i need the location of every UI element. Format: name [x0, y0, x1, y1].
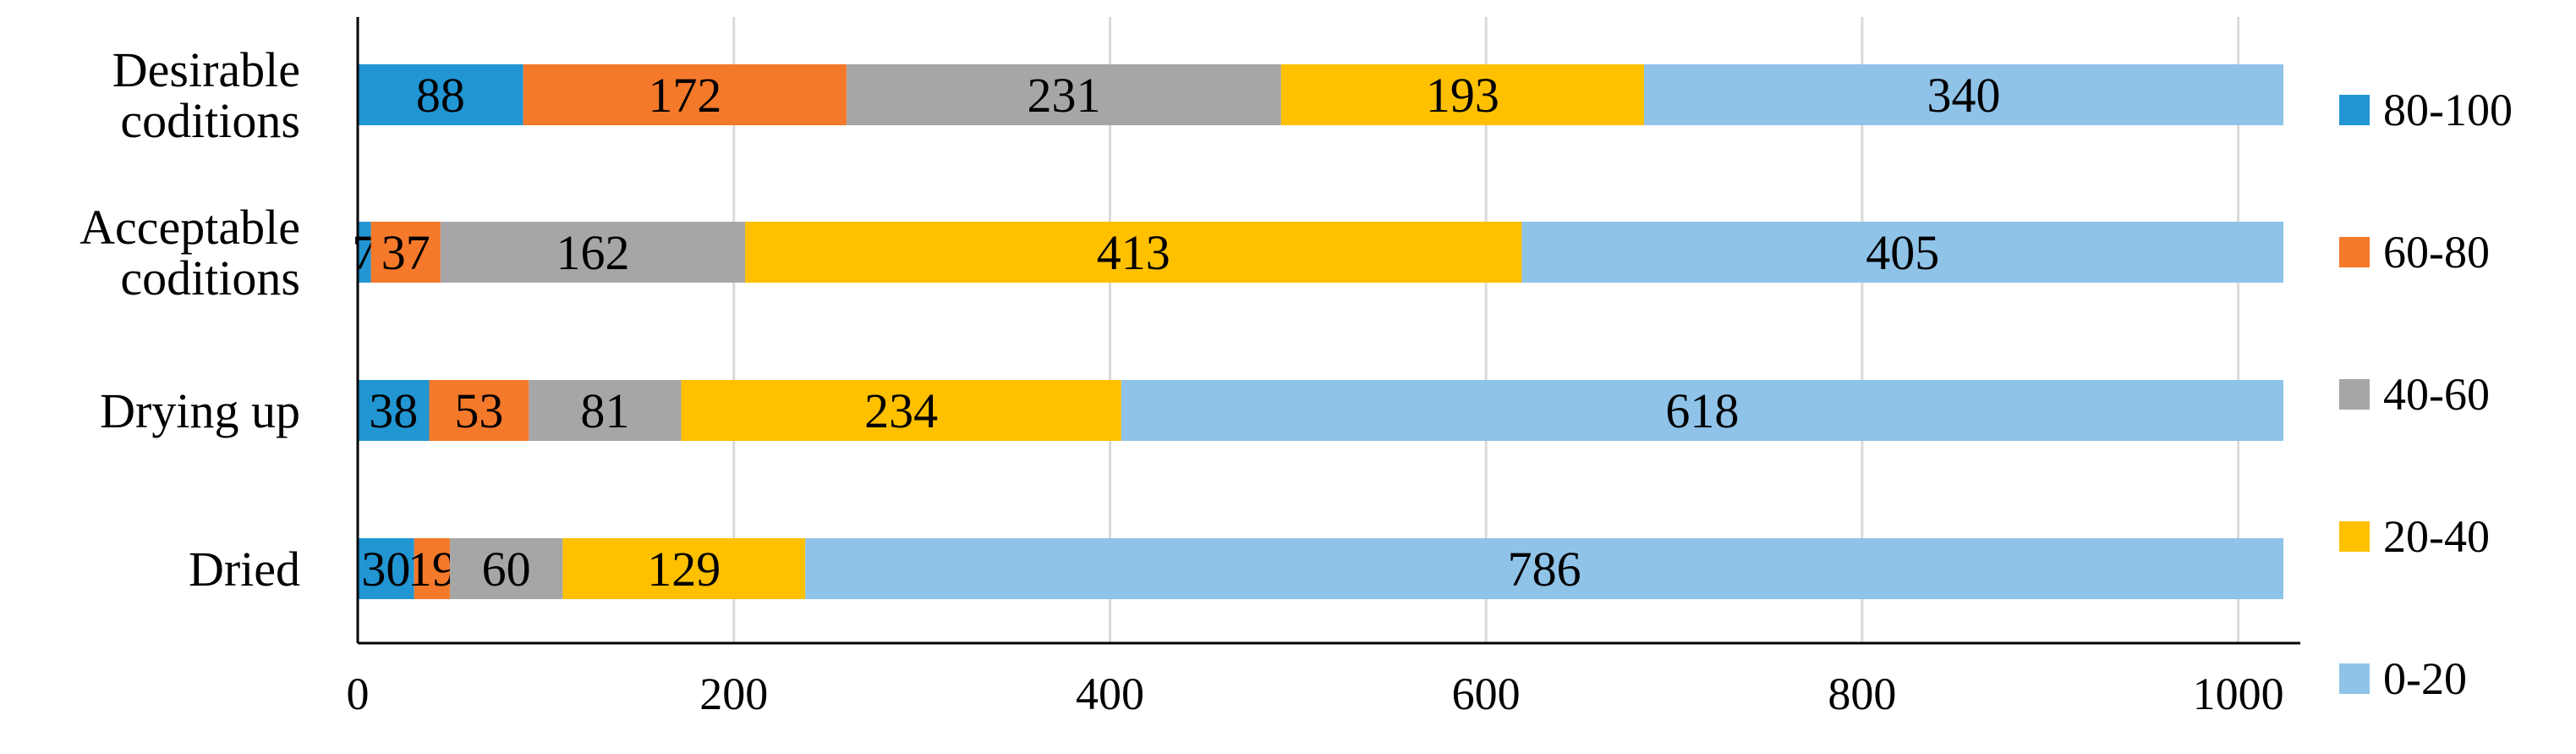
x-tick-label: 1000	[2193, 669, 2284, 719]
legend-swatch	[2339, 95, 2370, 125]
bar-segment	[562, 538, 806, 599]
data-label: 172	[648, 68, 721, 123]
category-label: Desirable coditions	[112, 42, 300, 148]
bar-segment	[1280, 64, 1644, 125]
data-label: 60	[482, 542, 531, 597]
data-label: 193	[1426, 68, 1499, 123]
data-label: 405	[1866, 225, 1939, 280]
legend-label: 80-100	[2383, 85, 2513, 135]
bar-segment	[1121, 380, 2283, 441]
legend: 80-100 60-80 40-60 20-40 0-20	[2339, 85, 2513, 704]
data-label: 37	[381, 225, 430, 280]
bar-segment	[1643, 64, 2283, 125]
bar-segment	[414, 538, 450, 599]
bar-segment	[358, 222, 371, 283]
bar-segment	[449, 538, 563, 599]
bar-segment	[847, 64, 1281, 125]
bar-segment	[429, 380, 529, 441]
data-label: 129	[647, 542, 721, 597]
bar-segment	[529, 380, 682, 441]
bar-segment	[370, 222, 441, 283]
x-tick-label: 800	[1828, 669, 1896, 719]
bar-segment	[523, 64, 847, 125]
x-tick-label: 200	[699, 669, 768, 719]
bar-segment	[358, 380, 430, 441]
legend-swatch	[2339, 379, 2370, 410]
bar-segment	[358, 64, 523, 125]
data-label: 88	[416, 68, 465, 123]
legend-swatch	[2339, 663, 2370, 694]
legend-swatch	[2339, 237, 2370, 267]
x-tick-label: 400	[1076, 669, 1144, 719]
data-label: 30	[361, 542, 410, 597]
data-label: 234	[864, 383, 938, 438]
data-label: 81	[580, 383, 629, 438]
bar-segment	[440, 222, 746, 283]
category-label: Drying up	[100, 383, 300, 438]
data-label: 413	[1097, 225, 1170, 280]
axes: 0 200 400 600 800 1000 Desirable coditions Accep…	[79, 17, 2300, 719]
legend-label: 0-20	[2383, 653, 2467, 704]
bar-segment	[745, 222, 1522, 283]
data-label: 19	[408, 542, 457, 597]
x-tick-label: 600	[1452, 669, 1521, 719]
data-label: 231	[1027, 68, 1100, 123]
x-tick-label: 0	[347, 669, 370, 719]
bar-segment	[681, 380, 1121, 441]
bar-segment	[358, 538, 414, 599]
legend-swatch	[2339, 521, 2370, 552]
category-label: Dried	[189, 542, 300, 597]
bar-segment	[1521, 222, 2283, 283]
data-label: 786	[1508, 542, 1581, 597]
category-label: Acceptable coditions	[79, 200, 300, 305]
data-label: 162	[556, 225, 629, 280]
bar-segment	[805, 538, 2283, 599]
data-label: 618	[1665, 383, 1739, 438]
legend-label: 60-80	[2383, 227, 2490, 278]
data-label: 53	[454, 383, 503, 438]
legend-label: 20-40	[2383, 511, 2490, 562]
data-label: 38	[369, 383, 418, 438]
data-label: 340	[1927, 68, 2000, 123]
legend-label: 40-60	[2383, 369, 2490, 420]
